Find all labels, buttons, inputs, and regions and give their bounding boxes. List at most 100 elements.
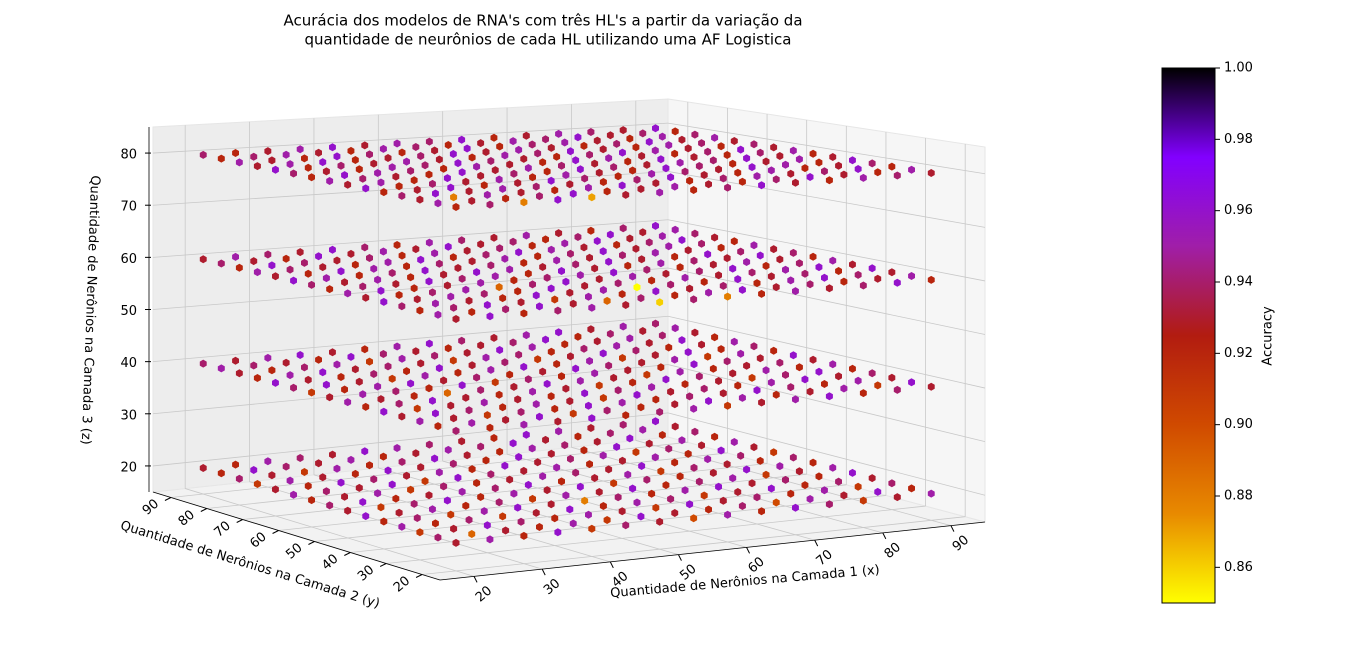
point bbox=[729, 264, 737, 273]
point bbox=[486, 423, 494, 432]
point bbox=[593, 437, 601, 446]
point bbox=[619, 420, 627, 429]
point bbox=[482, 456, 490, 465]
point bbox=[758, 507, 765, 516]
point bbox=[603, 516, 611, 524]
point bbox=[859, 281, 867, 290]
point bbox=[388, 163, 396, 172]
point bbox=[449, 459, 457, 468]
point bbox=[379, 144, 387, 153]
point bbox=[539, 158, 547, 167]
point bbox=[729, 474, 737, 483]
point bbox=[821, 273, 828, 282]
point bbox=[347, 455, 355, 464]
point bbox=[392, 172, 400, 181]
point bbox=[543, 379, 551, 388]
point bbox=[606, 131, 614, 140]
point bbox=[614, 172, 622, 181]
point bbox=[743, 154, 751, 163]
point bbox=[477, 278, 485, 287]
point bbox=[792, 178, 799, 187]
point bbox=[522, 430, 530, 439]
y-tick bbox=[200, 508, 208, 512]
point bbox=[253, 480, 261, 488]
point bbox=[524, 375, 532, 384]
point bbox=[431, 146, 439, 155]
point bbox=[806, 495, 814, 503]
point bbox=[724, 401, 731, 410]
z-tick-label: 40 bbox=[120, 356, 137, 371]
point bbox=[603, 296, 611, 305]
point bbox=[435, 364, 443, 373]
point bbox=[715, 165, 722, 174]
point bbox=[558, 477, 565, 486]
point bbox=[618, 290, 626, 299]
grid-line bbox=[185, 488, 475, 577]
point bbox=[558, 267, 565, 275]
point bbox=[723, 460, 731, 469]
point bbox=[888, 479, 896, 488]
point bbox=[551, 295, 559, 304]
point bbox=[370, 264, 378, 273]
y-tick-label: 40 bbox=[319, 551, 341, 573]
point bbox=[517, 298, 525, 307]
point bbox=[412, 449, 420, 458]
point bbox=[662, 481, 670, 490]
point bbox=[874, 274, 882, 283]
point bbox=[416, 195, 424, 204]
point bbox=[392, 387, 400, 396]
point bbox=[645, 339, 653, 347]
point bbox=[272, 485, 279, 494]
point bbox=[698, 139, 705, 148]
point bbox=[398, 354, 406, 363]
point bbox=[462, 177, 470, 186]
z-axis-label: Quantidade de Nerônios na Camada 3 (z) bbox=[78, 175, 102, 445]
point bbox=[555, 229, 563, 238]
point bbox=[443, 281, 451, 290]
point bbox=[606, 230, 614, 239]
point bbox=[458, 437, 466, 446]
point bbox=[684, 246, 692, 255]
point bbox=[705, 397, 712, 405]
point bbox=[772, 175, 780, 184]
point bbox=[599, 247, 607, 256]
point bbox=[417, 255, 425, 264]
point bbox=[286, 371, 294, 380]
point bbox=[809, 149, 817, 158]
point bbox=[695, 477, 703, 486]
point bbox=[695, 372, 703, 381]
point bbox=[676, 472, 684, 481]
point bbox=[326, 501, 334, 510]
point bbox=[272, 378, 279, 387]
point bbox=[429, 396, 436, 405]
point bbox=[738, 177, 746, 186]
point bbox=[738, 502, 746, 510]
point bbox=[502, 194, 510, 203]
point bbox=[543, 273, 551, 282]
point bbox=[829, 463, 837, 472]
point bbox=[468, 257, 476, 266]
point bbox=[737, 349, 745, 358]
point bbox=[591, 369, 599, 378]
point bbox=[403, 157, 410, 166]
point bbox=[801, 164, 809, 173]
point bbox=[347, 249, 355, 258]
point bbox=[496, 346, 504, 354]
point bbox=[491, 272, 499, 281]
point bbox=[490, 233, 498, 242]
point bbox=[440, 164, 448, 173]
point bbox=[520, 154, 528, 163]
point bbox=[756, 456, 764, 465]
point bbox=[717, 243, 725, 252]
point bbox=[359, 390, 367, 399]
point bbox=[595, 168, 603, 177]
point bbox=[359, 498, 367, 506]
point bbox=[510, 276, 518, 285]
point bbox=[737, 247, 745, 256]
point bbox=[337, 478, 345, 487]
point bbox=[821, 380, 828, 388]
point bbox=[429, 288, 436, 297]
point bbox=[232, 252, 239, 261]
point bbox=[643, 160, 651, 169]
y-tick bbox=[308, 541, 315, 545]
